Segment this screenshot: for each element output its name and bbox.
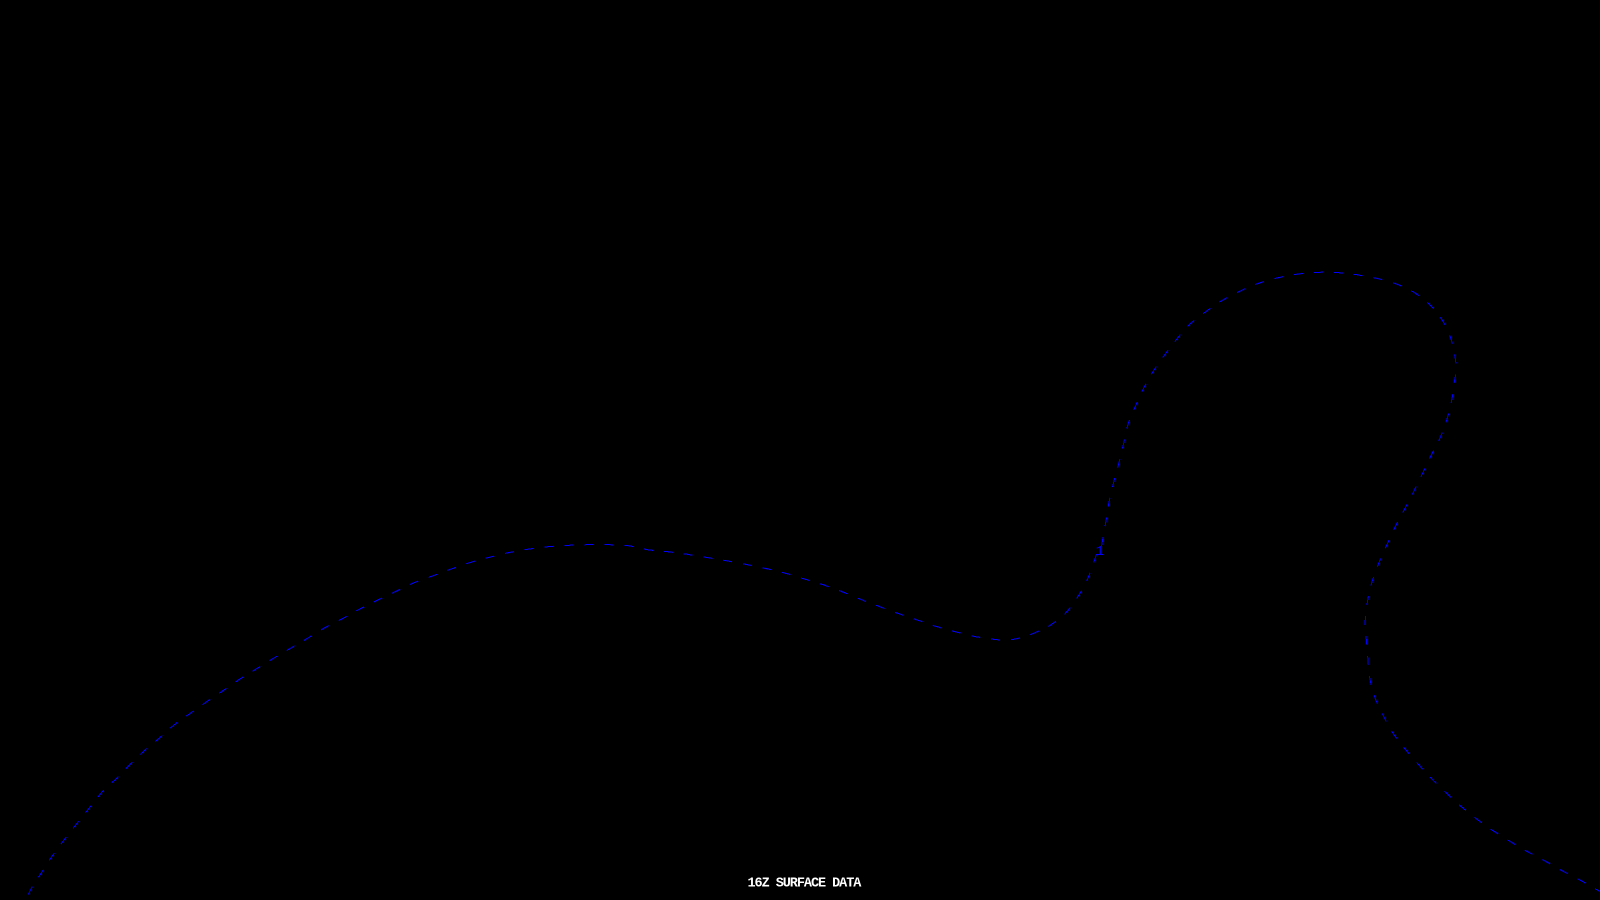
svg-text:1: 1: [1096, 545, 1104, 560]
svg-text:16Z SURFACE DATA: 16Z SURFACE DATA: [748, 877, 863, 892]
